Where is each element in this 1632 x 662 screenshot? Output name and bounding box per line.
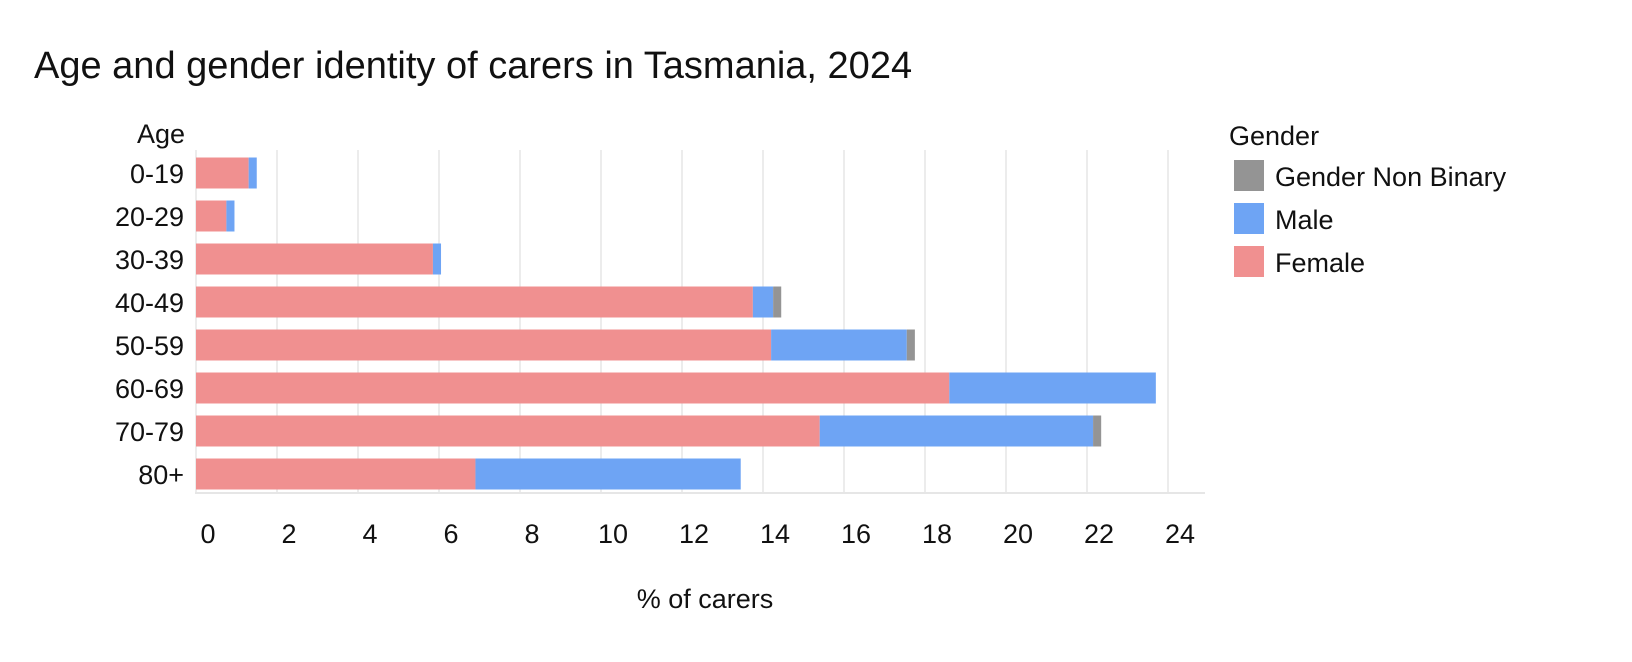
x-tick-label: 16 xyxy=(841,519,871,549)
legend-swatch xyxy=(1234,203,1264,234)
x-tick-label: 10 xyxy=(598,519,628,549)
bar-segment-male xyxy=(432,243,442,275)
x-tick-label: 6 xyxy=(443,519,458,549)
x-tick-label: 2 xyxy=(281,519,296,549)
bar-segment-female xyxy=(196,157,249,189)
x-tick-label: 4 xyxy=(362,519,377,549)
y-tick-label: 40-49 xyxy=(115,288,184,318)
bar-segment-male xyxy=(248,157,257,189)
x-tick-label: 8 xyxy=(524,519,539,549)
y-tick-label: 50-59 xyxy=(115,331,184,361)
bar-segment-male xyxy=(949,372,1156,404)
y-tick-label: 0-19 xyxy=(130,159,184,189)
x-tick-label: 12 xyxy=(679,519,709,549)
bar-segment-female xyxy=(196,243,433,275)
grid-lines xyxy=(195,150,1205,494)
x-axis-title: % of carers xyxy=(637,584,774,614)
bar-segment-female xyxy=(196,372,950,404)
y-tick-label: 80+ xyxy=(138,460,184,490)
legend-label: Gender Non Binary xyxy=(1275,162,1507,192)
bar-segment-male xyxy=(475,458,741,490)
x-tick-label: 18 xyxy=(922,519,952,549)
legend-swatch xyxy=(1234,246,1264,277)
y-axis: Age 0-19 20-29 30-39 40-49 50-59 60-69 70-79 80… xyxy=(115,119,185,490)
y-tick-label: 30-39 xyxy=(115,245,184,275)
legend-swatch xyxy=(1234,160,1264,191)
bar-segment-female xyxy=(196,200,227,232)
bar-segment-gender-non-binary xyxy=(906,329,915,361)
legend-label: Male xyxy=(1275,205,1334,235)
bar-segment-male xyxy=(752,286,774,318)
legend-label: Female xyxy=(1275,248,1365,278)
y-tick-label: 20-29 xyxy=(115,202,184,232)
y-tick-label: 70-79 xyxy=(115,417,184,447)
x-tick-label: 14 xyxy=(760,519,790,549)
legend-title: Gender xyxy=(1229,121,1319,151)
legend: Gender Gender Non Binary Male Female xyxy=(1229,121,1507,278)
x-tick-label: 20 xyxy=(1003,519,1033,549)
x-axis: % of carers 0 2 4 6 8 10 12 14 16 18 20 22 24 xyxy=(200,519,1195,614)
bar-segment-male xyxy=(771,329,907,361)
x-tick-label: 24 xyxy=(1165,519,1195,549)
y-axis-title: Age xyxy=(137,119,185,149)
x-tick-label: 0 xyxy=(200,519,215,549)
bars xyxy=(196,157,1156,490)
bar-segment-male xyxy=(226,200,235,232)
bar-segment-male xyxy=(819,415,1094,447)
bar-segment-gender-non-binary xyxy=(1093,415,1102,447)
bar-segment-female xyxy=(196,458,476,490)
bar-segment-female xyxy=(196,415,820,447)
x-tick-label: 22 xyxy=(1084,519,1114,549)
bar-segment-female xyxy=(196,329,772,361)
chart-title: Age and gender identity of carers in Tas… xyxy=(34,45,912,87)
bar-segment-gender-non-binary xyxy=(773,286,782,318)
bar-segment-female xyxy=(196,286,753,318)
y-tick-label: 60-69 xyxy=(115,374,184,404)
